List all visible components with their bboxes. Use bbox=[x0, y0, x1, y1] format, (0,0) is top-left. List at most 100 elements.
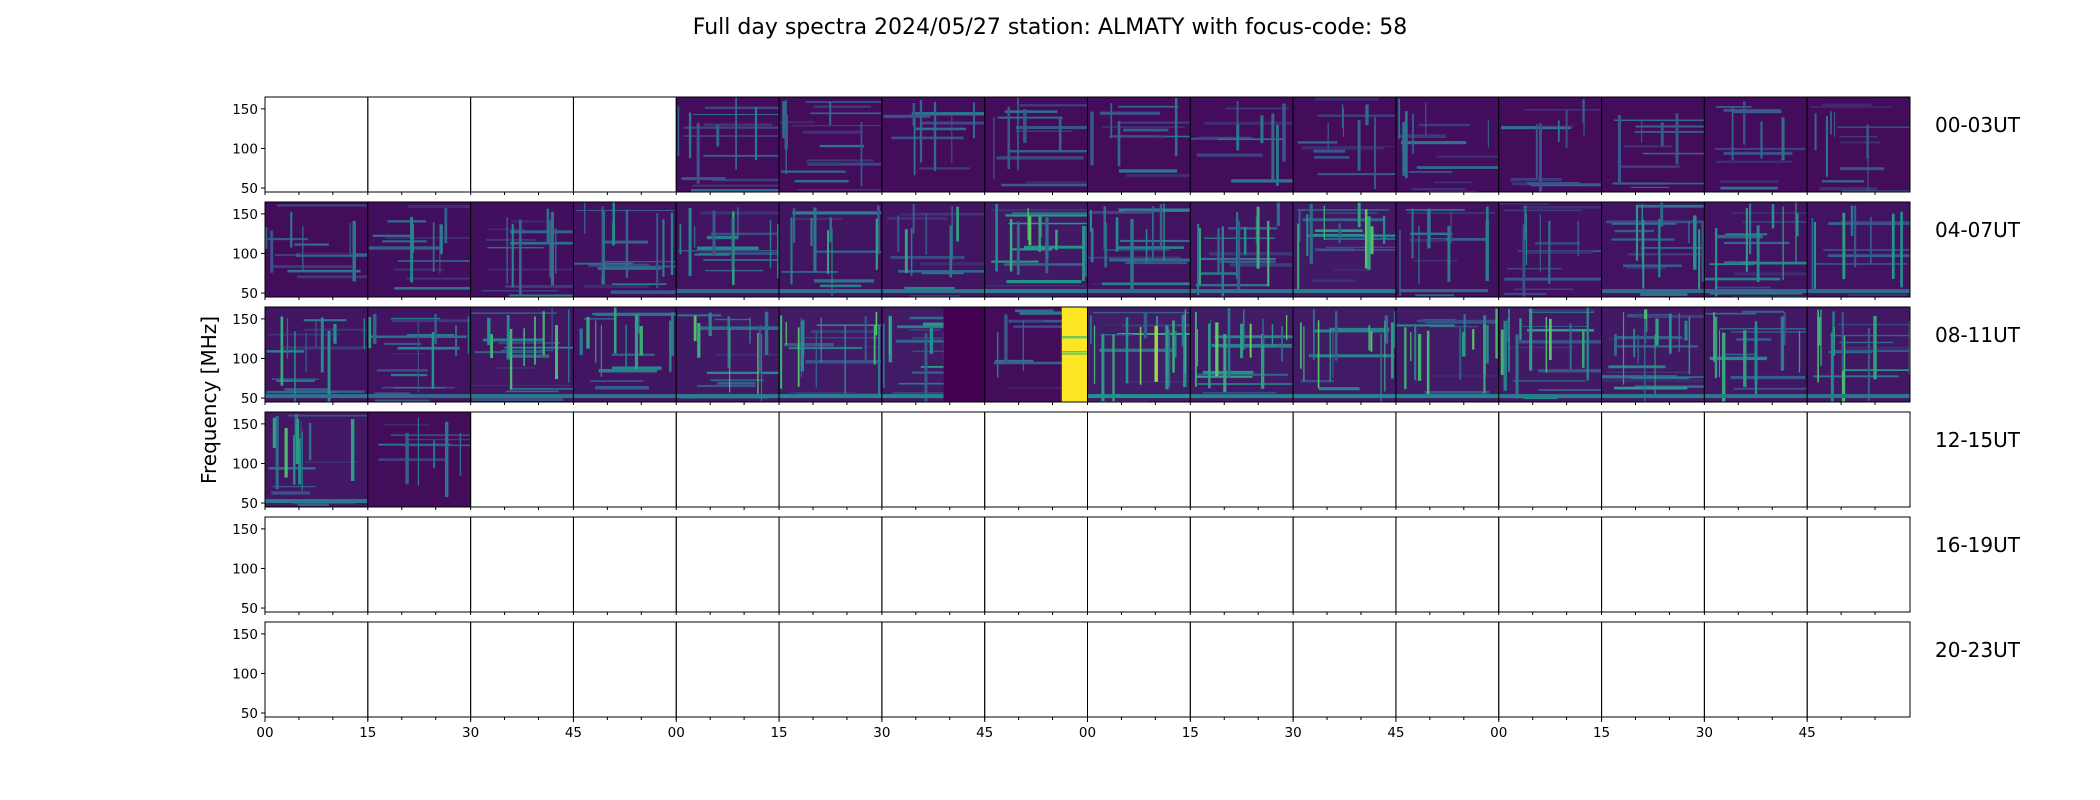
spectrum-band bbox=[710, 232, 780, 236]
spectrum-burst bbox=[1184, 309, 1186, 374]
panel-frame bbox=[367, 516, 472, 613]
spectrum-band bbox=[1317, 114, 1396, 117]
spectrum-burst bbox=[612, 222, 615, 246]
spectrum-band bbox=[595, 386, 650, 390]
spectrum-band bbox=[1088, 211, 1152, 214]
spectrum-band bbox=[815, 250, 882, 253]
spectrum-burst bbox=[1282, 103, 1286, 162]
spectrum-band bbox=[898, 382, 985, 385]
spectrum-band bbox=[1624, 145, 1673, 148]
spectrum-band bbox=[394, 287, 471, 290]
spectrum-band bbox=[376, 369, 428, 372]
spectrum-band bbox=[1527, 328, 1594, 332]
spectrum-heatmap bbox=[1395, 97, 1499, 192]
spectrum-burst bbox=[1370, 226, 1374, 255]
spectrum-burst bbox=[1660, 122, 1664, 146]
spectrum-panel bbox=[1498, 201, 1603, 300]
spectrum-band bbox=[881, 394, 985, 399]
spectrum-panel bbox=[1703, 411, 1808, 510]
spectrum-band bbox=[1704, 289, 1808, 294]
spectrum-band bbox=[383, 424, 430, 426]
spectrum-burst bbox=[579, 328, 583, 356]
spectrum-band bbox=[921, 272, 964, 275]
spectrum-band bbox=[792, 211, 882, 215]
spectrum-band bbox=[1538, 369, 1602, 373]
spectrum-band bbox=[1202, 391, 1277, 394]
data-gap bbox=[943, 307, 985, 402]
spectrum-band bbox=[1011, 320, 1043, 323]
spectrum-burst bbox=[888, 317, 890, 355]
spectrum-panel bbox=[1703, 306, 1808, 405]
spectrum-burst bbox=[434, 313, 437, 345]
spectrum-band bbox=[406, 334, 455, 337]
spectrum-panel bbox=[881, 201, 986, 300]
spectrum-burst bbox=[1194, 311, 1197, 387]
spectrum-band bbox=[510, 295, 574, 297]
spectrum-background bbox=[1293, 97, 1396, 192]
x-axis: 00 15 30 45 00 15 30 45 00 15 30 45 00 15 30 45 bbox=[256, 717, 1816, 741]
spectrum-burst bbox=[1854, 205, 1857, 268]
spectrum-burst bbox=[1393, 311, 1396, 349]
row-time-label: 16-19UT bbox=[1935, 533, 2021, 557]
spectrum-band bbox=[610, 290, 677, 294]
spectrum-band bbox=[1831, 350, 1910, 353]
spectrum-band bbox=[1214, 335, 1294, 339]
spectrum-band bbox=[1101, 282, 1191, 286]
spectrum-band bbox=[1325, 212, 1378, 214]
spectrum-band bbox=[1001, 183, 1088, 187]
spectrum-burst bbox=[993, 116, 995, 180]
spectrum-burst bbox=[1463, 314, 1466, 337]
spectrum-burst bbox=[1281, 326, 1283, 362]
spectrum-burst bbox=[1425, 102, 1427, 135]
spectrum-band bbox=[1626, 267, 1666, 269]
spectrum-heatmap bbox=[1293, 307, 1396, 402]
spectrum-panel bbox=[1395, 306, 1500, 405]
spectrum-band bbox=[683, 135, 780, 137]
spectrum-heatmap bbox=[1395, 202, 1499, 297]
spectrum-panel bbox=[778, 201, 883, 300]
spectrum-burst bbox=[1833, 326, 1835, 356]
spectrum-band bbox=[1105, 249, 1170, 251]
spectrum-band bbox=[1410, 232, 1453, 236]
spectrum-panel bbox=[675, 96, 780, 195]
spectrum-burst bbox=[1217, 228, 1220, 274]
spectrum-band bbox=[1527, 182, 1580, 185]
spectrum-burst bbox=[1688, 220, 1690, 244]
spectrum-band bbox=[698, 252, 780, 255]
spectrum-band bbox=[692, 184, 779, 187]
spectrum-band bbox=[1293, 289, 1396, 294]
spectrum-band bbox=[1518, 340, 1602, 344]
spectrum-band bbox=[588, 263, 650, 267]
spectrum-burst bbox=[956, 206, 959, 242]
spectrum-panel bbox=[1395, 411, 1500, 510]
spectrum-heatmap bbox=[470, 307, 574, 402]
spectrum-band bbox=[1807, 394, 1910, 399]
spectrum-burst bbox=[350, 419, 355, 481]
spectrum-burst bbox=[1782, 206, 1784, 281]
spectrum-panel bbox=[881, 516, 986, 615]
spectrum-band bbox=[1397, 134, 1447, 138]
spectrum-band bbox=[881, 289, 985, 294]
spectrum-burst bbox=[1569, 323, 1572, 369]
spectrum-heatmap bbox=[1807, 307, 1910, 402]
spectrum-band bbox=[297, 503, 329, 507]
spectrum-burst bbox=[1215, 322, 1219, 377]
spectrum-band bbox=[920, 262, 985, 266]
spectrum-burst bbox=[1364, 209, 1368, 269]
spectrum-band bbox=[1061, 350, 1088, 353]
spectrum-band bbox=[1014, 309, 1054, 313]
spectrum-heatmap bbox=[881, 202, 985, 297]
spectrum-burst bbox=[757, 332, 759, 396]
spectrum-panel bbox=[984, 306, 1088, 405]
spectrum-band bbox=[898, 270, 985, 273]
spectrum-band bbox=[908, 329, 941, 331]
panel-frame bbox=[1806, 411, 1911, 508]
spectrum-band bbox=[601, 265, 677, 268]
spectrum-band bbox=[1324, 237, 1396, 240]
spectrum-band bbox=[1522, 325, 1589, 328]
spectrum-band bbox=[794, 179, 849, 183]
spectrum-burst bbox=[1795, 202, 1797, 264]
spectrum-band bbox=[1088, 256, 1181, 259]
panel-frame bbox=[1601, 621, 1705, 718]
spectrum-panel bbox=[984, 516, 1088, 615]
